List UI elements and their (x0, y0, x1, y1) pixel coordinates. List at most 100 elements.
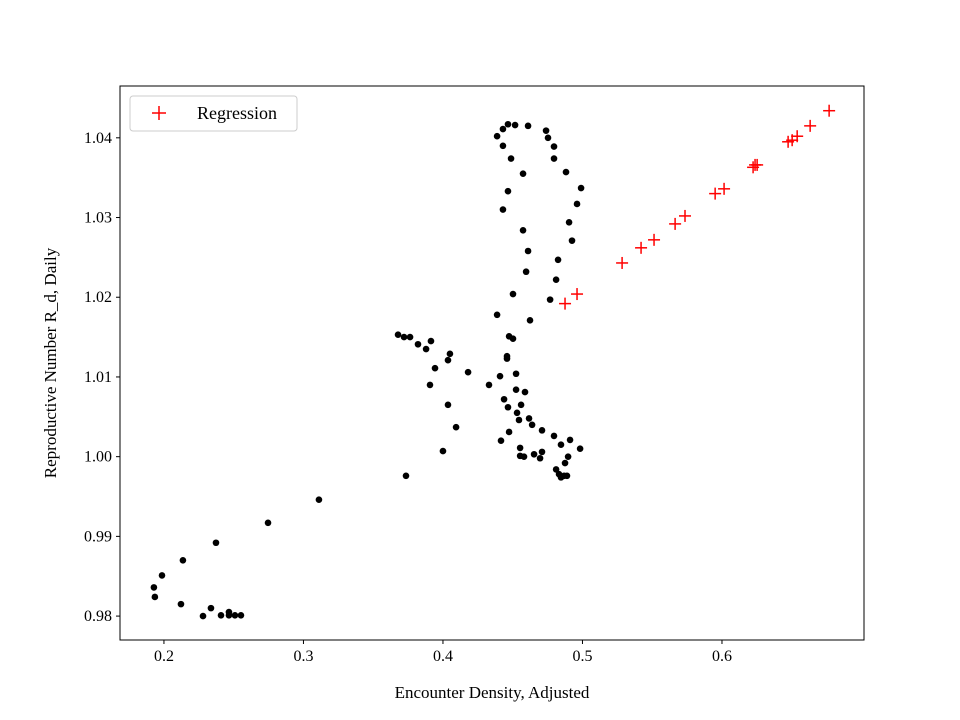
x-tick-label: 0.4 (433, 648, 453, 665)
data-point-observed (426, 381, 434, 389)
data-point-observed (538, 448, 546, 456)
data-point-observed (552, 276, 560, 284)
data-point-observed (562, 168, 570, 176)
x-tick-label: 0.2 (154, 648, 174, 665)
data-point-observed (522, 268, 530, 276)
data-point-observed (565, 219, 573, 226)
data-point-observed (563, 472, 571, 480)
data-point-observed (199, 612, 207, 620)
data-point-observed (499, 206, 507, 213)
y-tick-label: 1.04 (84, 130, 112, 147)
data-point-observed (552, 466, 560, 473)
data-point-observed (264, 519, 272, 527)
data-point-observed (513, 409, 521, 417)
y-axis-label: Reproductive Number R_d, Daily (41, 247, 60, 478)
data-point-observed (561, 459, 569, 467)
data-point-observed (499, 142, 507, 150)
data-point-observed (444, 401, 452, 409)
legend-label-regression: Regression (197, 103, 277, 123)
data-point-regression (718, 182, 731, 195)
data-point-regression (751, 158, 764, 171)
data-point-observed (573, 200, 581, 208)
data-point-observed (524, 122, 532, 130)
data-point-observed (422, 345, 430, 353)
data-point-observed (512, 370, 520, 378)
data-point-observed (550, 432, 558, 440)
data-point-observed (568, 237, 576, 244)
data-point-observed (546, 296, 554, 303)
data-point-observed (509, 335, 517, 342)
data-point-observed (519, 226, 527, 234)
data-point-observed (564, 453, 572, 460)
y-tick-label: 1.02 (84, 289, 112, 306)
x-axis-label: Encounter Density, Adjusted (395, 683, 590, 702)
data-point-observed (550, 155, 558, 162)
data-point-regression (679, 209, 692, 222)
data-point-observed (528, 421, 536, 429)
data-point-observed (509, 290, 517, 298)
data-point-observed (530, 450, 538, 458)
data-point-regression (648, 233, 661, 246)
x-tick-label: 0.6 (712, 648, 732, 665)
data-point-observed (431, 364, 439, 372)
data-point-observed (544, 134, 552, 142)
data-point-observed (511, 121, 519, 129)
data-point-observed (505, 428, 513, 436)
y-tick-label: 1.00 (84, 449, 112, 466)
data-point-observed (497, 437, 505, 445)
data-point-observed (439, 447, 447, 455)
data-point-regression (669, 217, 682, 230)
data-point-observed (179, 556, 187, 564)
data-point-observed (554, 256, 562, 264)
data-point-observed (406, 333, 414, 341)
data-point-regression (823, 104, 836, 117)
x-tick-label: 0.5 (572, 648, 592, 665)
data-point-regression (635, 241, 648, 254)
data-point-observed (225, 611, 233, 619)
data-point-observed (446, 350, 454, 358)
plot-marks (150, 104, 836, 620)
plot-frame (119, 85, 865, 641)
data-point-observed (151, 593, 159, 601)
data-point-observed (504, 120, 512, 128)
data-point-observed (427, 337, 435, 345)
data-point-observed (177, 600, 185, 608)
y-tick-label: 0.99 (84, 528, 112, 545)
data-point-observed (499, 125, 507, 133)
data-point-observed (217, 611, 225, 619)
data-point-observed (538, 427, 546, 434)
data-point-observed (237, 611, 245, 619)
data-point-observed (400, 333, 408, 341)
data-point-observed (504, 403, 512, 411)
data-point-observed (516, 444, 524, 452)
data-point-observed (577, 184, 585, 192)
data-point-observed (414, 340, 422, 348)
data-point-observed (566, 436, 574, 444)
data-point-observed (485, 381, 493, 389)
data-point-observed (520, 453, 528, 460)
data-point-observed (503, 355, 511, 362)
data-point-observed (542, 127, 550, 134)
data-point-observed (519, 170, 527, 177)
data-point-observed (496, 372, 504, 380)
data-point-observed (557, 441, 565, 449)
data-point-observed (500, 395, 508, 403)
data-point-observed (525, 415, 533, 422)
data-point-observed (207, 604, 215, 612)
data-point-observed (394, 331, 402, 339)
data-point-regression (571, 288, 584, 301)
data-point-regression (804, 119, 817, 132)
data-point-observed (315, 496, 323, 504)
data-point-observed (452, 423, 460, 431)
data-point-observed (493, 311, 501, 319)
data-point-observed (504, 187, 512, 195)
data-point-observed (493, 132, 501, 140)
data-point-observed (464, 368, 472, 376)
y-tick-label: 0.98 (84, 608, 112, 625)
legend: Regression (129, 95, 298, 132)
data-point-observed (576, 445, 584, 452)
y-tick-label: 1.01 (84, 369, 112, 386)
data-point-observed (158, 572, 166, 579)
data-point-observed (150, 584, 158, 591)
